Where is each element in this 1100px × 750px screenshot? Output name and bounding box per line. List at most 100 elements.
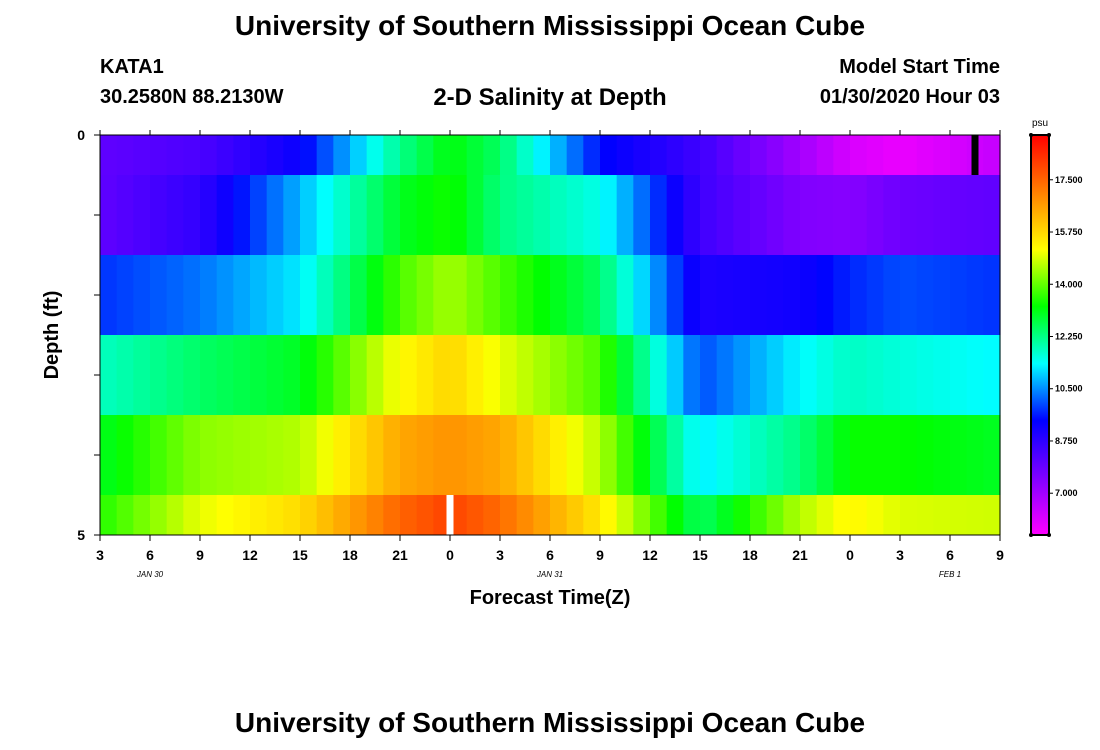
heat-cell — [166, 255, 184, 335]
y-tick-label: 5 — [77, 527, 85, 543]
heat-cell — [583, 415, 601, 495]
heat-cell — [366, 495, 384, 535]
heat-cell — [500, 335, 518, 415]
heat-cell — [633, 495, 651, 535]
heat-cell — [333, 415, 351, 495]
heat-cell — [616, 135, 634, 175]
heat-cell — [633, 255, 651, 335]
x-axis-label: Forecast Time(Z) — [470, 587, 631, 609]
heat-cell — [816, 495, 834, 535]
heat-cell — [783, 335, 801, 415]
heat-cell — [183, 175, 201, 255]
heat-cell — [983, 175, 1001, 255]
heat-cell — [666, 495, 684, 535]
colorbar-tick-label: 7.000 — [1055, 488, 1078, 498]
heat-cell — [466, 175, 484, 255]
heat-cell — [716, 495, 734, 535]
colorbar-tick-label: 12.250 — [1055, 331, 1083, 341]
time-markers — [446, 135, 979, 535]
heat-cell — [783, 495, 801, 535]
heat-cell — [533, 135, 551, 175]
heat-cell — [116, 175, 134, 255]
heat-cell — [800, 415, 818, 495]
heat-cell — [983, 495, 1001, 535]
heat-cell — [116, 415, 134, 495]
heat-cell — [316, 335, 334, 415]
heat-cell — [133, 175, 151, 255]
heat-cell — [883, 135, 901, 175]
heat-cell — [966, 495, 984, 535]
heat-cell — [933, 255, 951, 335]
heat-cell — [733, 415, 751, 495]
heat-cell — [950, 495, 968, 535]
heat-cell — [100, 175, 118, 255]
heat-cell — [200, 495, 218, 535]
heat-cell — [566, 175, 584, 255]
heat-cell — [900, 335, 918, 415]
heat-cell — [300, 135, 318, 175]
page-title: University of Southern Mississippi Ocean… — [234, 10, 866, 41]
heat-cell — [333, 135, 351, 175]
heat-cell — [650, 135, 668, 175]
heat-cell — [216, 415, 234, 495]
heat-cell — [950, 255, 968, 335]
heat-cell — [516, 255, 534, 335]
heat-cell — [250, 255, 268, 335]
heat-cell — [266, 175, 284, 255]
heat-cell — [400, 135, 418, 175]
colorbar-tick-label: 17.500 — [1055, 175, 1083, 185]
chart-title: 2-D Salinity at Depth — [433, 84, 667, 111]
heat-cell — [216, 175, 234, 255]
heat-cell — [400, 495, 418, 535]
heat-cell — [500, 415, 518, 495]
x-tick-label: 9 — [996, 547, 1004, 563]
heat-cell — [816, 255, 834, 335]
heat-cell — [133, 335, 151, 415]
heat-cell — [666, 415, 684, 495]
heat-cell — [166, 415, 184, 495]
x-tick-label: 6 — [546, 547, 554, 563]
heat-cell — [116, 135, 134, 175]
heat-cell — [350, 495, 368, 535]
x-tick-label: 18 — [342, 547, 358, 563]
heat-cell — [783, 415, 801, 495]
x-tick-label: 3 — [896, 547, 904, 563]
heat-cell — [650, 255, 668, 335]
heat-cell — [983, 135, 1001, 175]
heat-cell — [150, 495, 168, 535]
heat-cell — [200, 335, 218, 415]
heat-cell — [716, 415, 734, 495]
heat-cell — [583, 495, 601, 535]
heat-cell — [233, 495, 251, 535]
date-label: JAN 31 — [536, 570, 563, 579]
heat-cell — [483, 495, 501, 535]
heat-cell — [533, 255, 551, 335]
x-tick-label: 3 — [96, 547, 104, 563]
colorbar-unit: psu — [1032, 118, 1048, 129]
heat-cell — [800, 335, 818, 415]
heat-cell — [900, 255, 918, 335]
heat-cell — [433, 415, 451, 495]
heat-cell — [483, 415, 501, 495]
heat-cell — [516, 175, 534, 255]
heat-cell — [700, 175, 718, 255]
heat-cell — [400, 335, 418, 415]
y-axis: 05 — [77, 127, 100, 543]
heat-cell — [950, 135, 968, 175]
heat-cell — [200, 415, 218, 495]
heat-cell — [916, 415, 934, 495]
heat-cell — [183, 135, 201, 175]
heat-cell — [683, 255, 701, 335]
heat-cell — [283, 135, 301, 175]
heat-cell — [833, 175, 851, 255]
heat-cell — [850, 335, 868, 415]
x-tick-label: 0 — [846, 547, 854, 563]
heat-cell — [633, 415, 651, 495]
heat-cell — [616, 495, 634, 535]
heat-cell — [366, 335, 384, 415]
heat-cell — [966, 335, 984, 415]
heat-cell — [133, 255, 151, 335]
model-start-label: Model Start Time — [839, 56, 1000, 78]
heat-cell — [633, 335, 651, 415]
